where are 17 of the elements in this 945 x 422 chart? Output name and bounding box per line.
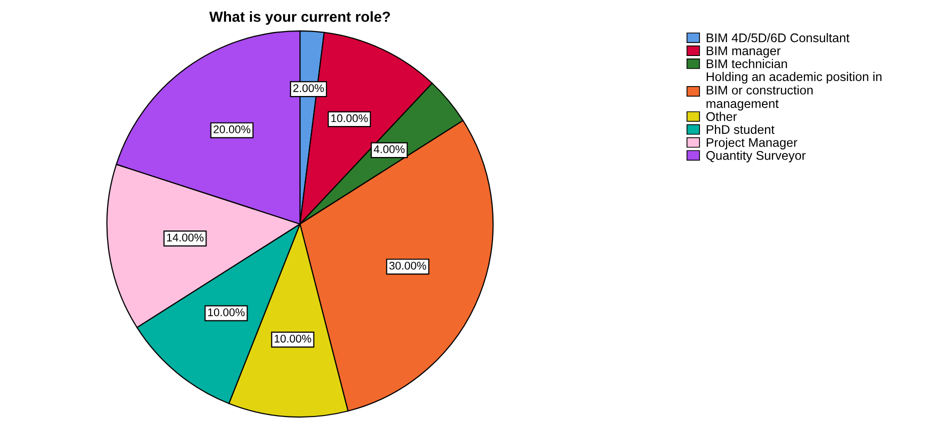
data-label: 2.00% <box>293 84 324 92</box>
data-label: 10.00% <box>208 308 245 316</box>
data-label: 10.00% <box>274 334 312 343</box>
data-label: 14.00% <box>167 234 204 242</box>
data-label: 30.00% <box>389 262 426 270</box>
legend-label: BIM 4D/5D/6D Consultant <box>706 33 850 42</box>
legend-label: Other <box>706 112 737 121</box>
legend-label: PhD student <box>706 124 774 134</box>
legend-label: Project Manager <box>706 138 798 150</box>
legend-label: BIM technician <box>706 59 787 68</box>
legend-label: Holding an academic position in BIM or construction management <box>706 72 882 110</box>
data-label: 20.00% <box>214 125 250 134</box>
chart-title: What is your current role? <box>209 11 390 25</box>
data-label: 10.00% <box>331 114 368 122</box>
legend-label: BIM manager <box>706 46 781 58</box>
data-label: 4.00% <box>374 145 405 154</box>
legend-label: Quantity Surveyor <box>706 150 806 162</box>
